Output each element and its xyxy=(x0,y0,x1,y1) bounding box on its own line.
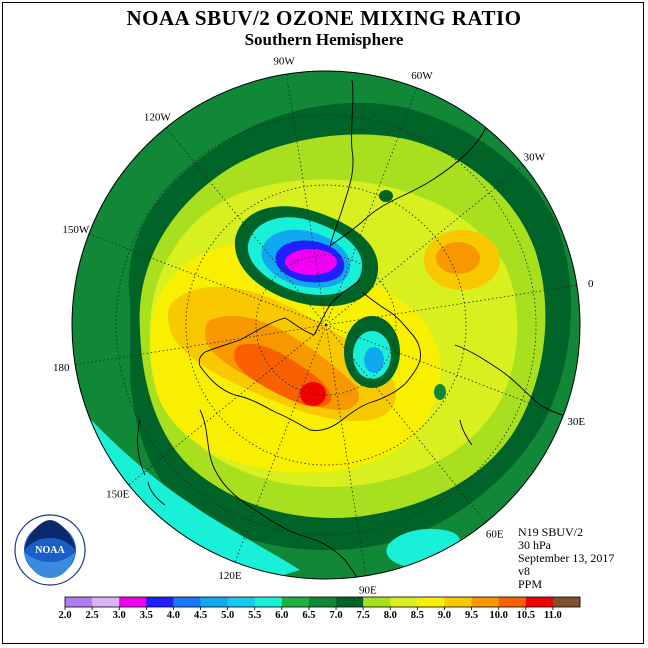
info-satellite: N19 SBUV/2 xyxy=(518,525,584,539)
map-subtitle: Southern Hemisphere xyxy=(244,30,404,49)
coast-new-zealand xyxy=(137,419,166,506)
colorbar-swatch-8.5 xyxy=(417,597,445,607)
map-title: NOAA SBUV/2 OZONE MIXING RATIO xyxy=(126,6,522,30)
longitude-label-30e: 30E xyxy=(567,416,585,428)
longitude-label-30w: 30W xyxy=(524,151,546,163)
longitude-label-0: 0 xyxy=(588,278,594,290)
colorbar-tick-label: 7.5 xyxy=(357,610,370,621)
colorbar-tick-label: 10.5 xyxy=(517,610,535,621)
coast-australia xyxy=(199,409,359,579)
colorbar-tick-label: 9.5 xyxy=(465,610,478,621)
ozone-field xyxy=(72,71,580,579)
longitude-label-120e: 120E xyxy=(218,570,242,582)
longitude-label-60e: 60E xyxy=(486,528,504,540)
info-version: v8 xyxy=(518,564,530,578)
colorbar-swatch-6.0 xyxy=(281,597,310,607)
colorbar-swatch-7.0 xyxy=(336,597,364,607)
info-panel: N19 SBUV/2 30 hPa September 13, 2017 v8 … xyxy=(518,526,614,591)
colorbar-border xyxy=(64,596,581,608)
colorbar-tick-label: 5.5 xyxy=(248,610,261,621)
colorbar-swatch-10.0 xyxy=(498,597,527,607)
colorbar-swatch-8.0 xyxy=(390,597,418,607)
colorbar-tick-label: 2.5 xyxy=(86,610,99,621)
longitude-label-180: 180 xyxy=(53,362,70,374)
colorbar-swatch-5.0 xyxy=(227,597,256,607)
field-hole-3-0 xyxy=(285,249,337,275)
colorbar: 2.0 2.5 3.0 3.5 4.0 4.5 5.0 5.5 6.0 6.5 7.0 7.5 8.0 8… xyxy=(58,596,581,621)
coast-africa xyxy=(454,344,579,421)
colorbar-swatch-4.5 xyxy=(200,597,228,607)
longitude-label-60w: 60W xyxy=(411,70,433,82)
colorbar-swatch-3.5 xyxy=(146,597,174,607)
info-units: PPM xyxy=(518,577,543,591)
colorbar-swatch-9.5 xyxy=(471,597,499,607)
colorbar-swatch-3.0 xyxy=(119,597,147,607)
coast-madagascar xyxy=(459,419,473,446)
latitude-circles xyxy=(115,114,537,536)
colorbar-tick-label: 6.5 xyxy=(302,610,315,621)
noaa-logo-bird xyxy=(24,520,76,550)
colorbar-swatch-7.5 xyxy=(363,597,391,607)
colorbar-swatch-2.5 xyxy=(92,597,120,607)
colorbar-tick-label: 8.0 xyxy=(384,610,397,621)
colorbar-tick-label: 11.0 xyxy=(544,610,562,621)
colorbar-tick-label: 8.5 xyxy=(411,610,424,621)
longitude-label-90e: 90E xyxy=(359,585,377,597)
coast-antarctica xyxy=(198,291,421,431)
coast-south-america xyxy=(329,79,501,247)
longitude-label-90w: 90W xyxy=(273,55,295,67)
colorbar-tick-label: 10.0 xyxy=(489,610,507,621)
colorbar-tick-label: 2.0 xyxy=(58,610,71,621)
colorbar-swatch-6.5 xyxy=(308,597,337,607)
colorbar-tick-label: 3.5 xyxy=(140,610,153,621)
colorbar-tick-label: 4.0 xyxy=(167,610,180,621)
longitude-label-120w: 120W xyxy=(144,112,172,124)
colorbar-swatch-10.5 xyxy=(525,597,554,607)
longitude-labels: 90W 60W 30W 0 30E 60E 90E 120E 150E 180 150W 120W xyxy=(53,55,594,596)
field-speck-1 xyxy=(379,190,393,202)
coastlines xyxy=(137,79,579,579)
colorbar-swatch-5.5 xyxy=(254,597,283,607)
field-low-2-core xyxy=(364,347,384,373)
coast-antarctic-peninsula xyxy=(313,279,361,336)
noaa-logo: NOAA xyxy=(14,514,86,586)
colorbar-swatch-4.0 xyxy=(173,597,201,607)
field-blob-east-core xyxy=(436,242,480,274)
colorbar-tick-label: 4.5 xyxy=(194,610,207,621)
info-level: 30 hPa xyxy=(518,538,551,552)
colorbar-tick-label: 5.0 xyxy=(221,610,234,621)
colorbar-tick-label: 9.0 xyxy=(438,610,451,621)
colorbar-tick-label: 3.0 xyxy=(113,610,126,621)
field-level-10-5 xyxy=(300,382,326,406)
noaa-logo-wave xyxy=(24,552,76,578)
map-boundary xyxy=(71,70,581,580)
colorbar-tick-label: 7.0 xyxy=(329,610,342,621)
noaa-logo-text: NOAA xyxy=(35,545,65,556)
field-speck-2 xyxy=(434,384,446,400)
colorbar-tick-label: 6.0 xyxy=(275,610,288,621)
longitude-label-150w: 150W xyxy=(62,224,90,236)
colorbar-swatch-9.0 xyxy=(444,597,472,607)
colorbar-swatch-2.0 xyxy=(65,597,93,607)
longitude-label-150e: 150E xyxy=(106,489,130,501)
colorbar-swatch-11.0 xyxy=(552,597,581,607)
info-date: September 13, 2017 xyxy=(518,551,615,565)
